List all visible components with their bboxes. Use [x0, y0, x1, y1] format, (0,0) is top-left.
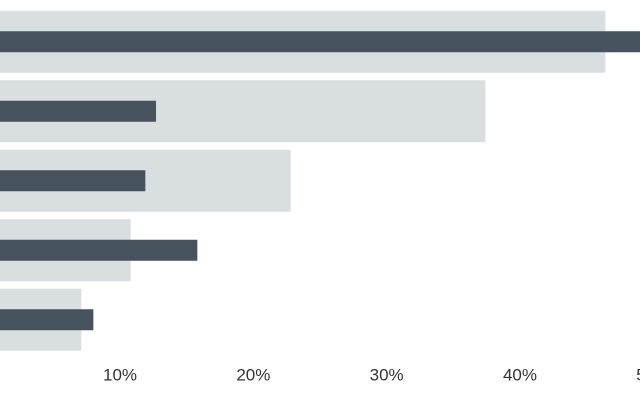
x-tick-label: 10%: [103, 365, 137, 384]
x-tick-label: 20%: [236, 365, 270, 384]
x-tick-label: 30%: [370, 365, 404, 384]
bar: [0, 170, 146, 192]
bar: [0, 100, 157, 122]
bar: [0, 239, 198, 261]
bar: [0, 31, 640, 53]
x-tick-label: 50%: [636, 365, 640, 384]
bar: [0, 309, 94, 331]
x-tick-label: 40%: [503, 365, 537, 384]
